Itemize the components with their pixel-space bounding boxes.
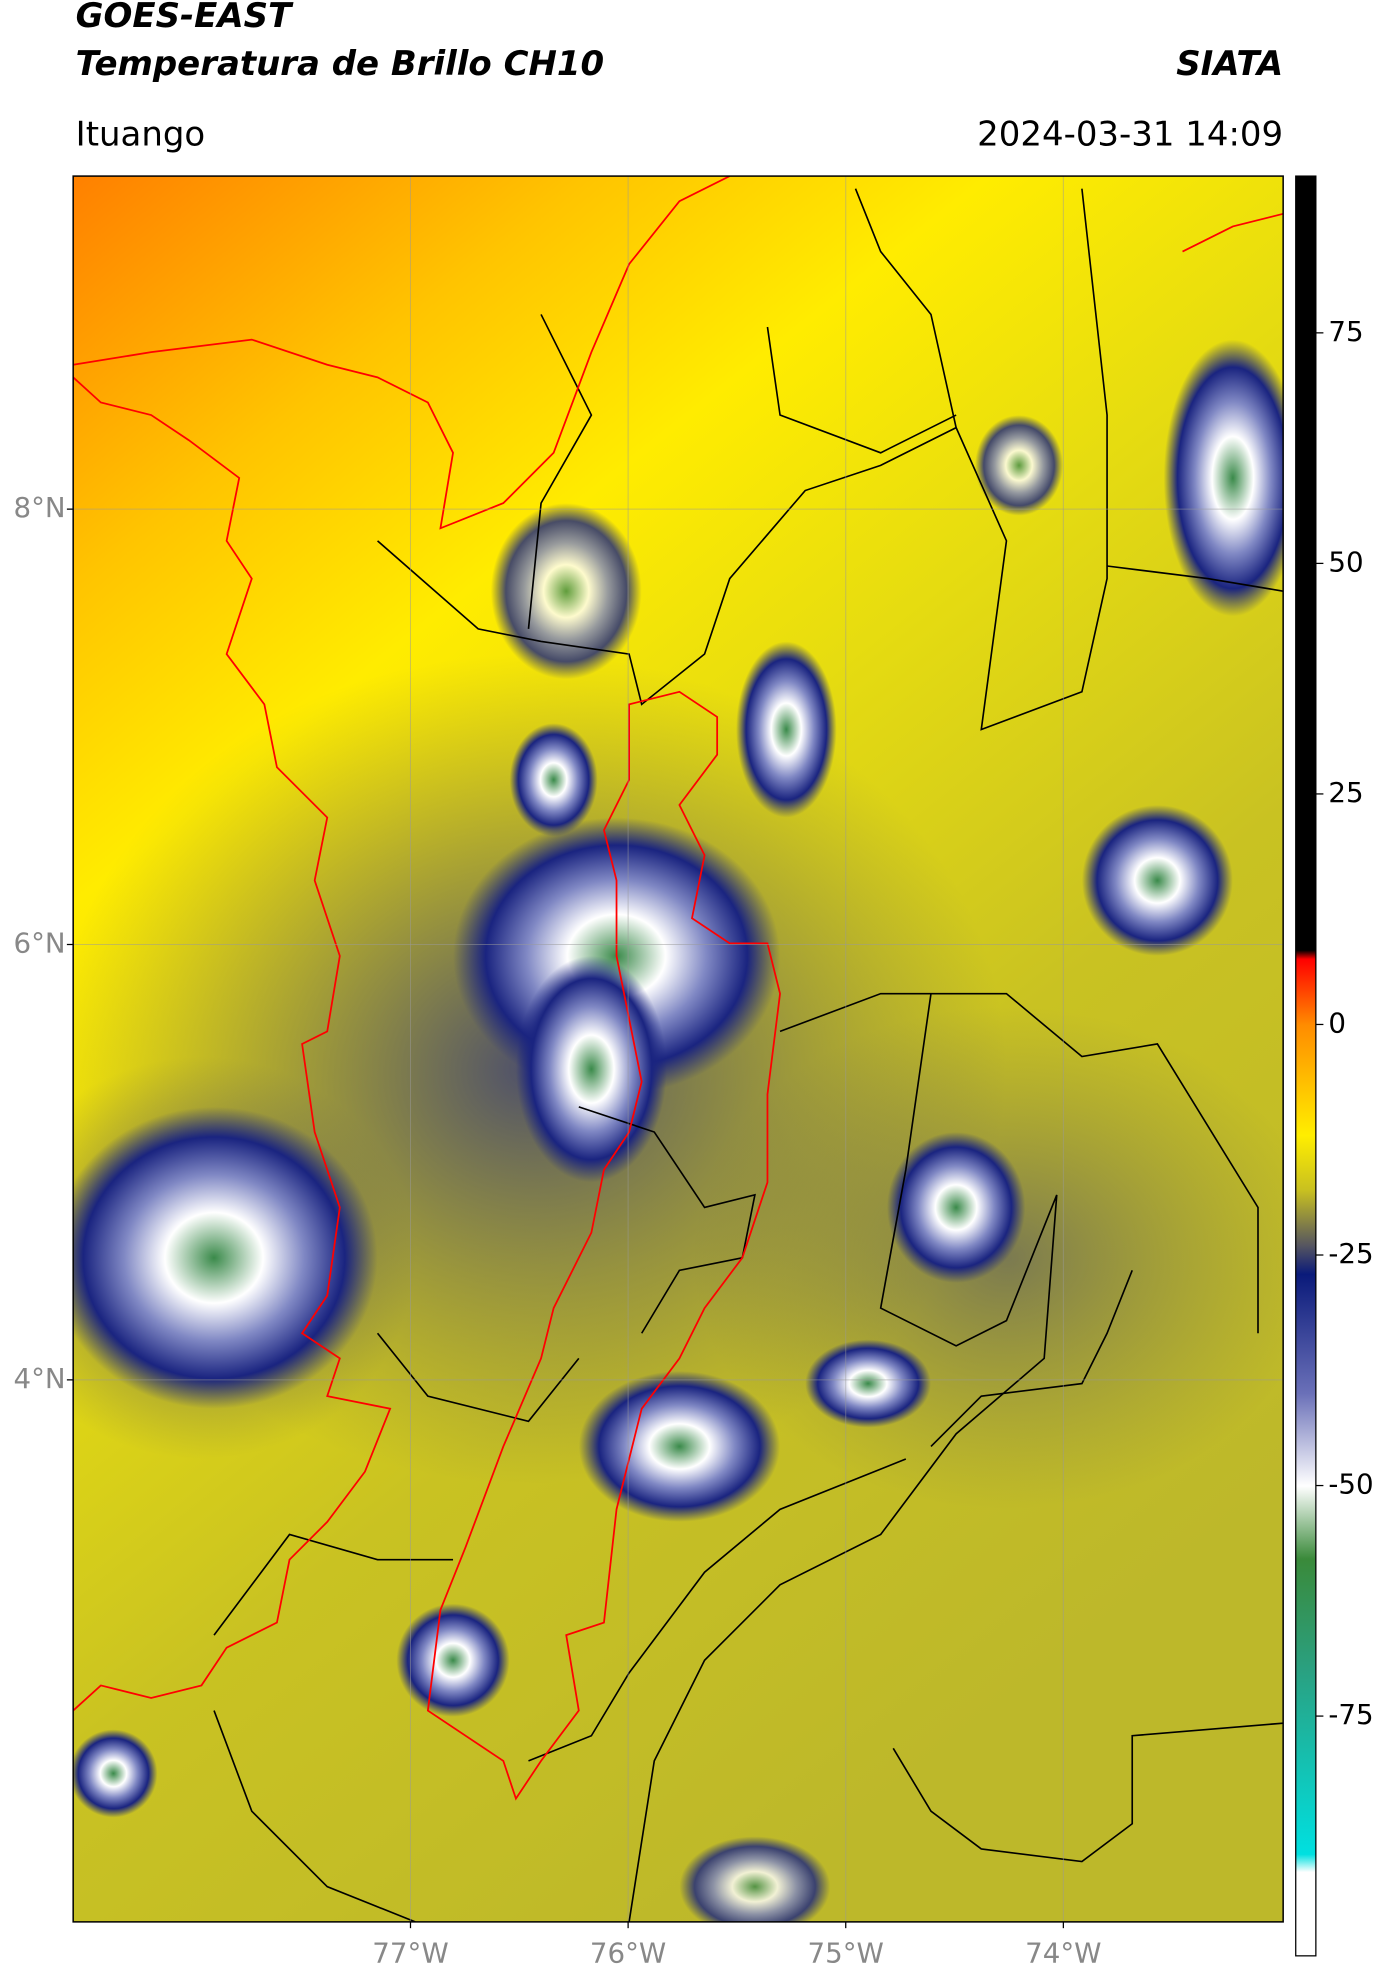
map-frame [72,175,1284,1923]
graticule [66,176,1284,1929]
colorbar-tick-label: -50 [1328,1468,1373,1501]
lat-tick-label: 4°N [14,1362,66,1395]
colorbar-tick-label: 50 [1328,545,1363,578]
source: SIATA [1176,44,1283,84]
lon-tick-label: 75°W [808,1937,884,1970]
lat-tick-label: 6°N [14,927,66,960]
colorbar-tick-label: 75 [1328,315,1363,348]
title: GOES-EAST [76,0,294,36]
colorbar-tick-label: 25 [1328,776,1363,809]
place: Ituango [76,114,206,154]
colorbar-tick-label: 0 [1328,1006,1346,1039]
lon-tick-label: 74°W [1025,1937,1101,1970]
subtitle: Temperatura de Brillo CH10 [76,44,604,84]
colorbar-tick-label: -25 [1328,1237,1373,1270]
map-image [73,176,1284,1922]
lon-tick-label: 76°W [590,1937,666,1970]
datetime: 2024-03-31 14:09 [977,114,1283,154]
lat-tick-label: 8°N [14,491,66,524]
colorbar [1295,175,1317,1957]
colorbar-tick-label: -75 [1328,1698,1373,1731]
lon-tick-label: 77°W [372,1937,448,1970]
